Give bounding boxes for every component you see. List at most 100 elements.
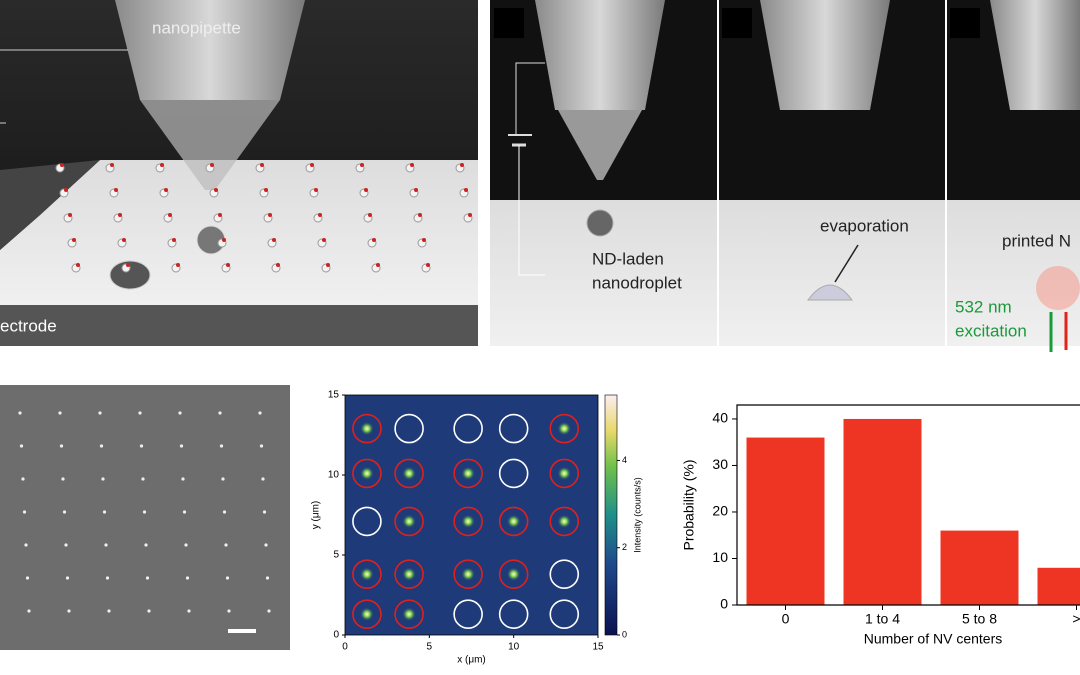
sem-dot (182, 510, 187, 514)
site-circle (498, 506, 529, 537)
sem-dot (145, 576, 150, 580)
sem-dot (105, 576, 110, 580)
sem-dot (22, 510, 27, 514)
sem-dot (222, 510, 227, 514)
excitation-label: excitation (955, 321, 1027, 340)
site-circle (549, 559, 580, 590)
nanodiamond-marker (360, 163, 364, 167)
arrow (834, 244, 859, 283)
label-box (722, 8, 752, 38)
site-circle (549, 413, 580, 444)
circuit (518, 145, 545, 276)
site-circle (453, 599, 483, 630)
sem-dot (227, 609, 231, 613)
nanodiamond-marker (372, 238, 376, 242)
bar (843, 418, 922, 605)
sem-dot (144, 543, 148, 547)
droplet (109, 260, 151, 290)
droplet (807, 284, 853, 301)
site-circle (549, 506, 580, 537)
nanodiamond-marker (318, 213, 322, 217)
emission-spot (402, 466, 417, 481)
emission-spot (557, 421, 572, 436)
nanodiamond-marker (118, 213, 122, 217)
site-circle (453, 413, 483, 444)
evaporation-label: evaporation (820, 216, 909, 235)
sem-dot (221, 477, 225, 481)
glow (1036, 266, 1080, 310)
nanodiamond-marker (222, 238, 226, 242)
pipette-body (535, 0, 665, 110)
nanodiamond-marker (460, 163, 464, 167)
sem-dot (98, 411, 102, 415)
emission-spot (359, 567, 374, 582)
sem-dot (102, 510, 107, 514)
colorbar-label: Intensity (counts/s) (632, 477, 642, 553)
sem-dot (185, 576, 190, 580)
emission-spot (557, 466, 572, 481)
pipette-body (990, 0, 1080, 110)
nanodiamond-marker (314, 188, 318, 192)
x-tick-label: 0 (342, 642, 348, 653)
site-circle (498, 413, 529, 444)
sem-dot (104, 543, 108, 547)
nanodiamond-marker (414, 188, 418, 192)
nanodiamond-marker (172, 238, 176, 242)
site-circle (453, 506, 483, 537)
sem-dot (139, 444, 144, 448)
nanodiamond-marker (368, 213, 372, 217)
emission-spot (402, 514, 417, 529)
emission-spot (402, 567, 417, 582)
x-axis-label: x (μm) (457, 655, 486, 666)
y-axis-label: y (μm) (311, 501, 322, 530)
sem-dot (24, 543, 28, 547)
bar (1037, 567, 1080, 605)
y-tick-label: 20 (712, 503, 728, 519)
nanodiamond-marker (268, 213, 272, 217)
heatmap: 0 5 10 15 0 5 10 15 x (μm) y (μm) 0 2 4 Intensity (co… (311, 390, 643, 666)
emission-spot (461, 514, 476, 529)
nanodiamond-marker (122, 238, 126, 242)
sem-dot (258, 411, 262, 415)
sem-dot (141, 477, 145, 481)
nanodiamond-marker (376, 263, 380, 267)
nanodiamond-marker (276, 263, 280, 267)
sem-dot (21, 477, 25, 481)
site-circle (394, 599, 424, 630)
emission-spot (506, 514, 521, 529)
sem-dot (25, 576, 30, 580)
sem-dot (267, 609, 271, 613)
emission-spot (461, 567, 476, 582)
nanodiamond-marker (64, 188, 68, 192)
sem-dot (259, 444, 264, 448)
y-tick-label: 40 (712, 410, 728, 426)
nanodiamond-marker (322, 238, 326, 242)
sem-dot (64, 543, 68, 547)
site-circle (498, 559, 529, 590)
sem-dot (142, 510, 147, 514)
sem-dot (101, 477, 105, 481)
nanodiamond-marker (272, 238, 276, 242)
x-tick-label: > (1072, 611, 1080, 627)
sem-dot (187, 609, 191, 613)
colorbar-tick-label: 2 (622, 542, 627, 552)
colorbar (604, 394, 618, 636)
bar (746, 437, 825, 605)
nanodiamond-marker (310, 163, 314, 167)
emission-spot (402, 607, 417, 622)
nanodiamond-marker (464, 188, 468, 192)
emission-spot (359, 466, 374, 481)
nanodiamond-marker (326, 263, 330, 267)
site-circle (549, 599, 580, 630)
nanodiamond-marker (72, 238, 76, 242)
y-axis-label: Probability (%) (681, 459, 697, 550)
nanodiamond-marker (126, 263, 130, 267)
y-tick-label: 5 (333, 550, 339, 561)
nanodiamond-marker (168, 213, 172, 217)
sem-dot (184, 543, 188, 547)
x-tick-label: 5 (427, 642, 433, 653)
droplet-label: ND-laden (592, 249, 664, 268)
nanodiamond-marker (214, 188, 218, 192)
nanodiamond-marker (160, 163, 164, 167)
sem-dot (181, 477, 185, 481)
